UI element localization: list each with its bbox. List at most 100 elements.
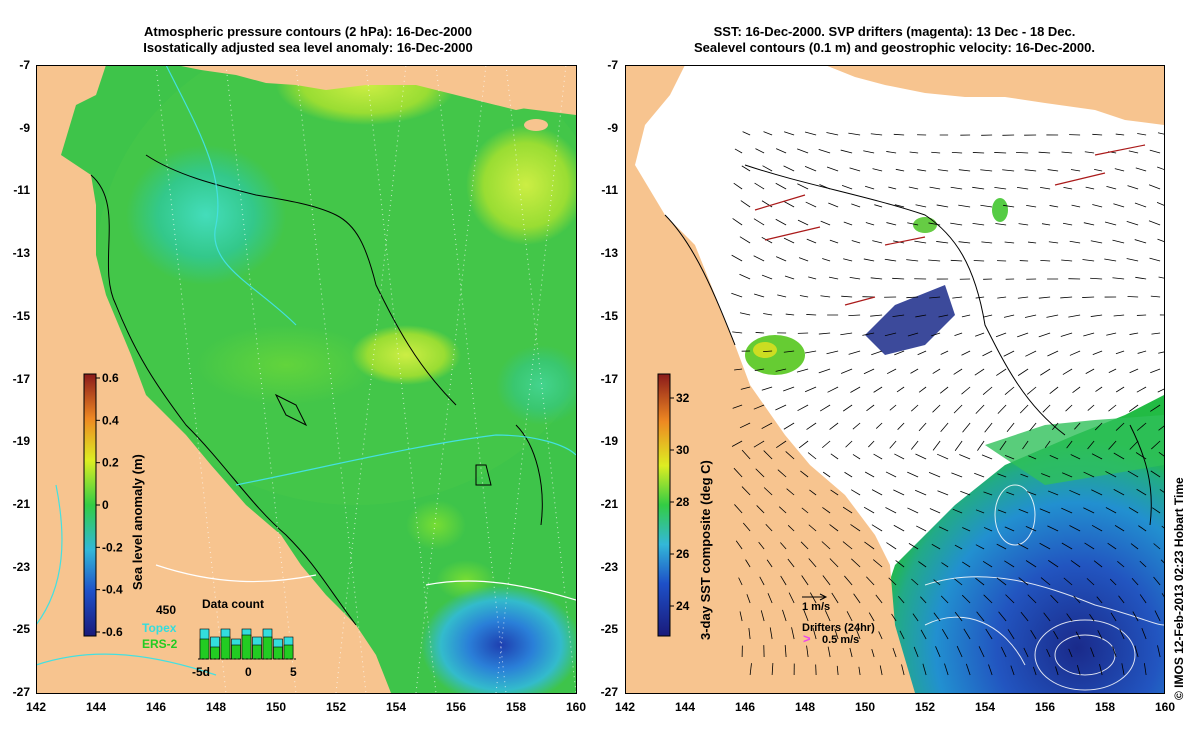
velocity-vector (753, 404, 765, 410)
lat-tick-label: -17 (600, 371, 618, 386)
velocity-vector (863, 506, 875, 514)
velocity-vector (1049, 454, 1059, 460)
velocity-vector (1043, 612, 1051, 622)
right-map-title: SST: 16-Dec-2000. SVP drifters (magenta)… (625, 24, 1164, 56)
velocity-vector (897, 422, 905, 430)
velocity-vector (775, 368, 787, 372)
velocity-vector (915, 453, 927, 460)
velocity-vector (988, 664, 993, 676)
ers2-bar (210, 646, 220, 660)
new-guinea-landmass-right (825, 65, 1164, 125)
velocity-vector (928, 259, 941, 262)
velocity-vector (826, 132, 839, 136)
velocity-vector (806, 645, 809, 658)
velocity-vector (841, 185, 853, 190)
velocity-vector (783, 237, 795, 244)
velocity-vector (1130, 543, 1139, 550)
velocity-vector (1040, 368, 1051, 376)
velocity-vector (901, 664, 905, 676)
colorbar-tick-label: -0.4 (102, 583, 123, 597)
colorbar-tick-label: -0.2 (102, 540, 123, 554)
velocity-vector (1136, 386, 1147, 393)
right-colorbar: 32 30 28 26 24 (657, 373, 690, 637)
velocity-vector (776, 440, 787, 449)
velocity-vector (1092, 133, 1103, 136)
velocity-vector (1119, 628, 1125, 640)
colorbar-tick-label: 0.4 (102, 413, 119, 427)
velocity-vector (931, 543, 941, 550)
velocity-vector (858, 666, 861, 676)
velocity-vector (982, 560, 993, 568)
velocity-vector (1115, 422, 1125, 431)
velocity-vector (754, 293, 765, 298)
velocity-vector (1149, 149, 1161, 154)
velocity-vector (1018, 508, 1029, 514)
velocity-vector (998, 611, 1007, 622)
velocity-vector (978, 646, 985, 658)
velocity-vector (951, 472, 963, 478)
ers2-bar (241, 634, 252, 660)
velocity-vector (1117, 560, 1125, 568)
velocity-vector (830, 489, 839, 496)
velocity-vector (1042, 404, 1051, 413)
velocity-vector (911, 578, 919, 586)
velocity-vector (758, 541, 765, 550)
velocity-vector (1062, 368, 1073, 375)
velocity-vector (1106, 185, 1117, 190)
velocity-vector (1004, 526, 1015, 532)
velocity-vector (962, 527, 971, 532)
velocity-vector (784, 645, 787, 658)
velocity-vector (1118, 595, 1125, 604)
velocity-vector (1083, 332, 1095, 337)
velocity-vector (950, 222, 963, 226)
velocity-vector (1053, 630, 1059, 640)
lat-tick-label: -15 (12, 308, 30, 323)
velocity-vector (976, 611, 985, 622)
velocity-vector (1017, 296, 1029, 299)
velocity-vector (804, 131, 817, 136)
velocity-vector (1024, 314, 1037, 318)
velocity-vector (1004, 454, 1015, 460)
velocity-vector (872, 240, 883, 244)
velocity-vector (1047, 490, 1059, 496)
velocity-vector (918, 561, 927, 568)
velocity-vector (878, 631, 883, 640)
velocity-vector (997, 473, 1007, 478)
velocity-vector (1135, 167, 1147, 172)
velocity-vector (1094, 422, 1103, 431)
drifters-arrow-icon: > (803, 631, 811, 646)
velocity-vector (1158, 425, 1164, 431)
velocity-vector (960, 490, 971, 496)
velocity-vector (741, 449, 751, 460)
velocity-vector (1082, 259, 1095, 262)
velocity-vector (1076, 665, 1081, 676)
lat-tick-label: -25 (12, 622, 30, 637)
velocity-vector (965, 663, 971, 676)
velocity-vector (915, 314, 927, 318)
velocity-vector (958, 169, 971, 172)
ers2-bar (262, 636, 273, 660)
velocity-vector (1135, 276, 1147, 280)
velocity-vector (931, 151, 941, 154)
velocity-vector (844, 471, 853, 478)
velocity-vector (1046, 648, 1051, 658)
velocity-vector (732, 331, 743, 334)
velocity-vector (850, 386, 861, 393)
ers2-bar (231, 644, 241, 660)
velocity-vector (856, 629, 861, 640)
velocity-vector (784, 275, 795, 280)
velocity-vector (871, 649, 875, 658)
velocity-vector (1129, 368, 1139, 374)
velocity-vector (1027, 241, 1037, 244)
velocity-vector (1038, 296, 1051, 299)
velocity-vector (745, 559, 751, 568)
velocity-vector (1112, 646, 1117, 658)
sea-level-map-svg (36, 65, 576, 693)
velocity-vector (870, 314, 883, 317)
velocity-vector (912, 613, 919, 622)
velocity-vector (785, 451, 795, 460)
velocity-vector (1003, 204, 1015, 208)
velocity-vector (761, 274, 773, 280)
velocity-vector (850, 524, 861, 532)
velocity-vector (958, 204, 971, 208)
